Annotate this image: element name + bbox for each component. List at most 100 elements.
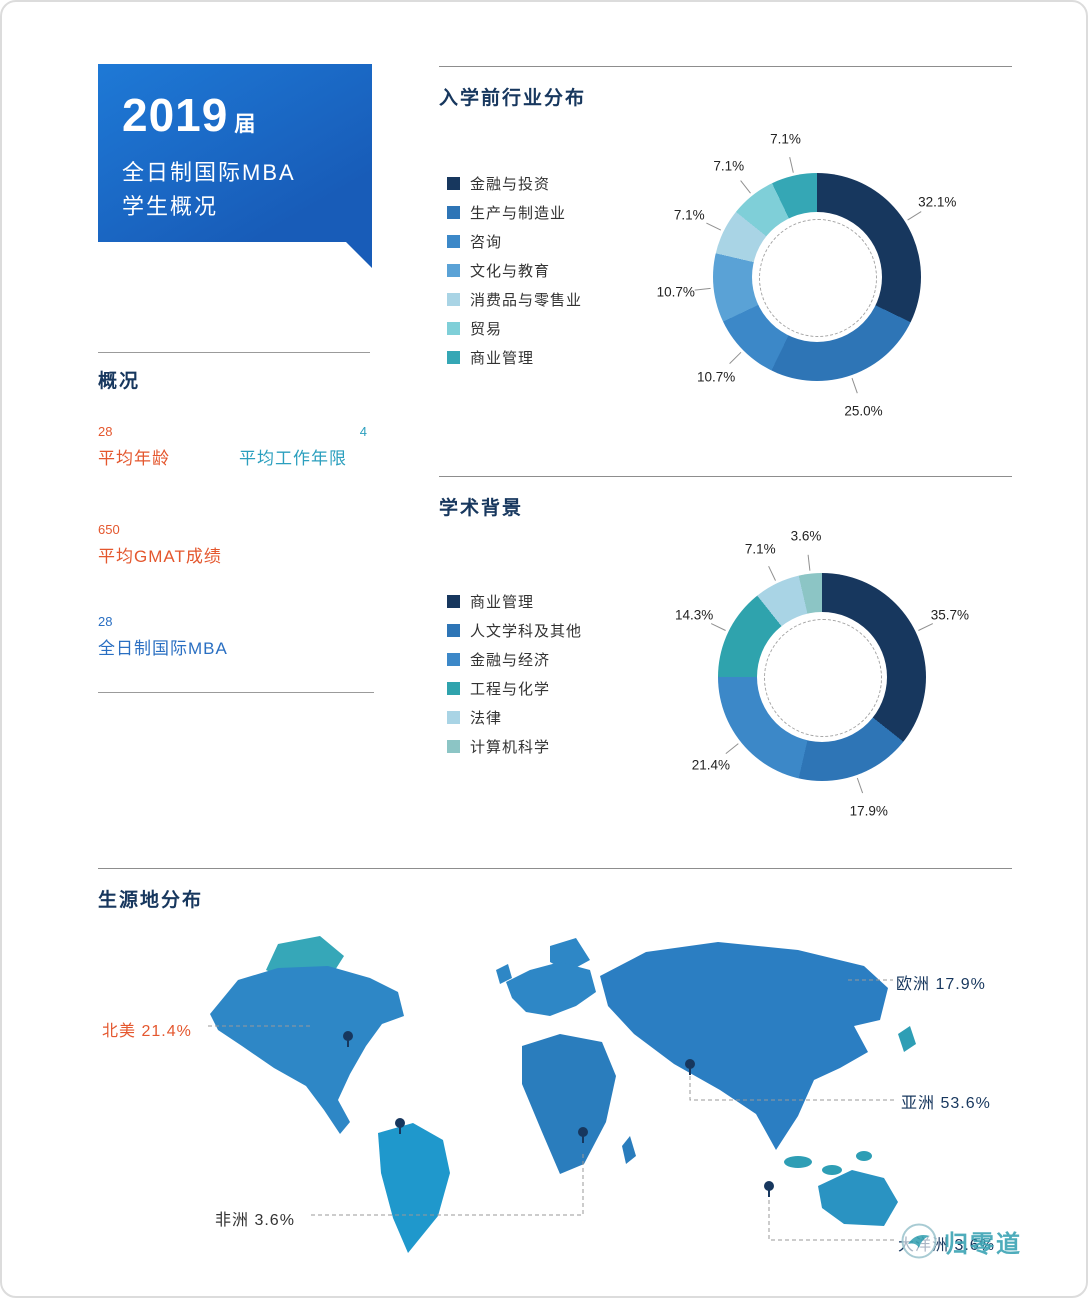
- industry-title: 入学前行业分布: [439, 88, 587, 109]
- stat-average-work-years: 4 平均工作年限: [239, 424, 373, 469]
- legend-swatch-icon: [447, 322, 460, 335]
- legend-item: 计算机科学: [447, 739, 582, 756]
- continent-indonesia-east: [822, 1165, 842, 1175]
- pie-percent-label: 14.3%: [674, 607, 714, 623]
- pie-percent-label: 10.7%: [696, 369, 736, 385]
- legend-item: 人文学科及其他: [447, 623, 583, 640]
- stat-average-gmat: 650 平均GMAT成绩: [98, 522, 222, 567]
- legend-swatch-icon: [447, 624, 460, 637]
- legend-item: 商业管理: [447, 594, 582, 611]
- pie-percent-label: 10.7%: [656, 284, 695, 300]
- continent-indonesia: [784, 1156, 812, 1168]
- origin-section-header: 生源地分布: [98, 868, 1012, 912]
- stat-average-age: 28 平均年龄: [98, 424, 170, 469]
- legend-swatch-icon: [447, 264, 460, 277]
- academic-section-header: 学术背景: [439, 476, 1012, 520]
- pie-percent-label: 7.1%: [713, 158, 745, 174]
- continent-asia: [600, 942, 888, 1150]
- legend-swatch-icon: [447, 595, 460, 608]
- banner-line2: 学生概况: [122, 194, 219, 219]
- academic-title: 学术背景: [439, 498, 524, 519]
- pie-percent-label: 25.0%: [844, 403, 883, 419]
- legend-label: 计算机科学: [470, 739, 551, 756]
- legend-item: 文化与教育: [447, 263, 582, 280]
- overview-title: 概况: [98, 371, 141, 392]
- world-map: [208, 936, 916, 1253]
- continent-madagascar: [622, 1136, 636, 1164]
- legend-swatch-icon: [447, 206, 460, 219]
- pie-percent-label: 35.7%: [930, 607, 970, 623]
- pie-percent-label: 7.1%: [744, 541, 776, 557]
- legend-item: 金融与经济: [447, 652, 582, 669]
- legend-label: 文化与教育: [470, 263, 551, 280]
- legend-item: 工程与化学: [447, 681, 582, 698]
- continent-japan: [898, 1026, 916, 1052]
- continent-africa: [522, 1034, 616, 1174]
- map-leader-lines: [208, 979, 896, 1241]
- stat-label: 全日制国际MBA: [98, 639, 228, 658]
- legend-swatch-icon: [447, 177, 460, 190]
- pie-percent-label: 7.1%: [770, 131, 801, 146]
- legend-swatch-icon: [447, 653, 460, 666]
- map-region-label-1: 北美 21.4%: [102, 1023, 192, 1040]
- stat-label: 平均GMAT成绩: [98, 547, 222, 566]
- legend-item: 金融与投资: [447, 176, 582, 193]
- overview-bottom-rule: [98, 692, 374, 693]
- stat-value: 4: [359, 424, 367, 439]
- stat-program: 28 全日制国际MBA: [98, 614, 228, 659]
- legend-item: 贸易: [447, 321, 582, 338]
- legend-swatch-icon: [447, 711, 460, 724]
- pie-percent-label: 17.9%: [849, 803, 888, 819]
- continent-north-america: [210, 966, 404, 1134]
- continent-europe: [506, 962, 596, 1016]
- continent-philippines: [856, 1151, 872, 1161]
- stat-value: 28: [98, 424, 113, 439]
- legend-label: 咨询: [470, 234, 503, 251]
- overview-top-rule: [98, 352, 370, 353]
- legend-label: 金融与投资: [470, 176, 551, 193]
- stat-label: 平均工作年限: [239, 449, 347, 468]
- legend-label: 法律: [470, 710, 503, 727]
- pie-percent-label: 3.6%: [790, 528, 822, 544]
- continent-uk: [496, 964, 512, 984]
- industry-legend: 金融与投资 生产与制造业 咨询 文化与教育 消费品与零售业 贸易 商业管理: [447, 176, 582, 379]
- legend-label: 商业管理: [470, 594, 535, 611]
- legend-label: 金融与经济: [470, 652, 551, 669]
- industry-donut-chart: 32.1% 25.0% 10.7% 10.7% 7.1% 7.1% 7.1%: [642, 102, 992, 452]
- legend-swatch-icon: [447, 740, 460, 753]
- legend-swatch-icon: [447, 682, 460, 695]
- map-region-label-3: 亚洲 53.6%: [901, 1095, 991, 1112]
- stat-value: 28: [98, 614, 113, 629]
- world-map-container: 北美 21.4% 欧洲 17.9% 亚洲 53.6% 非洲 3.6% 大洋洲 3.6%: [98, 918, 1012, 1263]
- watermark-text: 归零道: [944, 1230, 1022, 1258]
- watermark-logo-icon: [901, 1223, 937, 1259]
- industry-section-header: 入学前行业分布: [439, 66, 1012, 110]
- legend-label: 生产与制造业: [470, 205, 567, 222]
- legend-label: 消费品与零售业: [470, 292, 583, 309]
- legend-label: 工程与化学: [470, 681, 551, 698]
- legend-item: 生产与制造业: [447, 205, 582, 222]
- pie-percent-label: 21.4%: [691, 757, 731, 773]
- map-region-label-4: 非洲 3.6%: [215, 1212, 295, 1229]
- legend-label: 人文学科及其他: [470, 623, 583, 640]
- banner-tail: [345, 241, 372, 268]
- watermark: 归零道: [900, 1222, 1022, 1260]
- legend-item: 消费品与零售业: [447, 292, 583, 309]
- academic-donut-chart: 35.7% 17.9% 21.4% 14.3% 7.1% 3.6%: [647, 502, 997, 852]
- legend-swatch-icon: [447, 235, 460, 248]
- map-region-label-2: 欧洲 17.9%: [896, 976, 986, 993]
- academic-donut-ring: [718, 573, 926, 781]
- pie-percent-label: 32.1%: [918, 194, 957, 209]
- legend-item: 法律: [447, 710, 582, 727]
- origin-title: 生源地分布: [98, 890, 204, 911]
- legend-swatch-icon: [447, 351, 460, 364]
- continent-south-america: [378, 1123, 450, 1253]
- industry-donut-ring: [713, 173, 921, 381]
- map-pins: [343, 1031, 774, 1197]
- legend-swatch-icon: [447, 293, 460, 306]
- legend-label: 贸易: [470, 321, 503, 338]
- legend-item: 咨询: [447, 234, 582, 251]
- continents: [210, 936, 916, 1253]
- stat-label: 平均年龄: [98, 449, 170, 468]
